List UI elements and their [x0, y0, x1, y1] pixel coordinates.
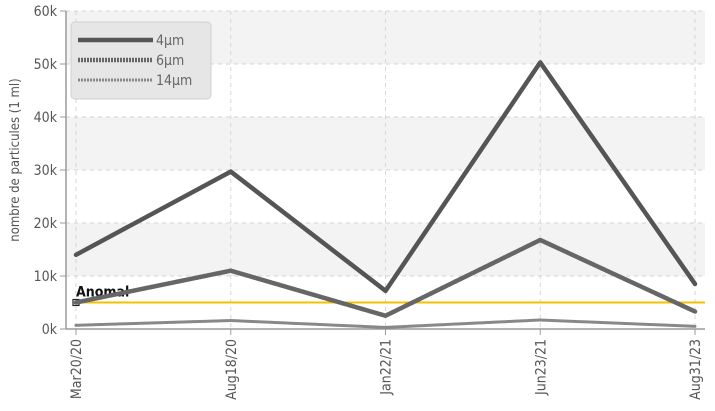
legend: 4μm 6μm 14μm — [70, 21, 212, 100]
x-tick-label: Jan22/21 — [379, 339, 395, 396]
legend-label: 6μm — [156, 53, 184, 69]
legend-label: 4μm — [156, 33, 184, 49]
y-tick-label: 10k — [34, 269, 58, 285]
y-tick-label: 20k — [34, 216, 58, 232]
axes — [60, 10, 705, 335]
legend-label: 14μm — [156, 73, 192, 89]
series-lines — [73, 60, 698, 329]
y-tick-label: 50k — [34, 57, 58, 73]
x-tick-label: Mar20/20 — [69, 339, 85, 399]
y-tick-label: 30k — [34, 163, 58, 179]
y-axis-label: nombre de particules (1 ml) — [8, 78, 23, 241]
y-tick-labels: 0k 10k 20k 30k 40k 50k 60k — [34, 4, 58, 338]
x-tick-labels: Mar20/20 Aug18/20 Jan22/21 Jun23/21 Aug31/23 — [69, 339, 704, 400]
x-tick-label: Aug31/23 — [688, 339, 704, 400]
y-tick-label: 0k — [42, 322, 58, 338]
y-tick-label: 60k — [34, 4, 58, 20]
x-tick-label: Aug18/20 — [224, 339, 240, 400]
y-tick-label: 40k — [34, 110, 58, 126]
x-tick-label: Jun23/21 — [533, 339, 549, 396]
